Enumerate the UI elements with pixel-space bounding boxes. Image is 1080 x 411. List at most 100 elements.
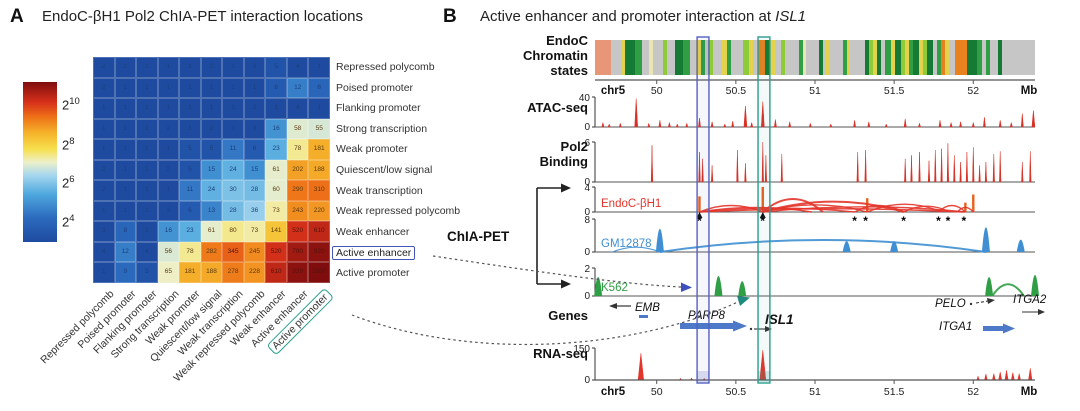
heatmap-row-label: Poised promoter	[336, 81, 414, 94]
heatmap-cell: 11	[222, 139, 244, 160]
heatmap-cell: 2	[157, 118, 180, 140]
track-label-chromatin-states: EndoC Chromatin states	[523, 33, 588, 78]
chromatin-state-segment	[901, 40, 905, 75]
chromatin-state-segment	[758, 40, 765, 75]
chromatin-state-segment	[905, 40, 909, 75]
gene-label-pelo: PELO	[935, 298, 966, 310]
panel-b-title: Active enhancer and promoter interaction…	[480, 8, 806, 25]
heatmap-row-label: Strong transcription	[336, 122, 428, 135]
chromatin-state-segment	[869, 40, 873, 75]
heatmap-cell: 16	[157, 221, 180, 242]
chia-pet-k562-label: K562	[601, 282, 628, 294]
heatmap-cell: 1	[222, 57, 244, 78]
gene-label-itga1: ITGA1	[939, 321, 972, 333]
heatmap-cell: 3	[243, 118, 266, 140]
gm12878-peaks	[842, 241, 851, 252]
heatmap-cell: 610	[308, 221, 330, 242]
chromatin-state-segment	[775, 40, 781, 75]
significant-interaction-asterisk: *	[852, 214, 857, 228]
k562-peaks	[985, 277, 994, 296]
heatmap-cell: 2	[157, 159, 180, 181]
heatmap-cell: 610	[265, 262, 287, 283]
heatmap-cell: 202	[286, 159, 309, 181]
gene-label-itga2: ITGA2	[1013, 294, 1047, 306]
chromatin-state-segment	[823, 40, 826, 75]
heatmap-cell: 245	[243, 241, 266, 263]
chia-pet-gm12878-label: GM12878	[601, 238, 652, 250]
heatmap-cell: 6	[243, 139, 266, 160]
track-label-atac-seq: ATAC-seq	[527, 100, 588, 115]
heatmap-cell: 5	[179, 159, 201, 181]
heatmap-cell: 1	[308, 98, 330, 119]
heatmap-cell: 23	[265, 139, 287, 160]
heatmap-cell: 920	[286, 262, 309, 283]
k562-peaks	[1031, 275, 1039, 296]
heatmap-cell: 24	[200, 180, 223, 201]
heatmap-cell: 1	[114, 77, 137, 99]
panel-b-title-text: Active enhancer and promoter interaction…	[480, 8, 776, 25]
heatmap-cell: 5	[136, 262, 158, 283]
svg-text:Mb: Mb	[1021, 386, 1038, 398]
heatmap-cell: 73	[243, 221, 266, 242]
heatmap-row-label: Active promoter	[336, 266, 410, 279]
heatmap-colorbar	[23, 82, 57, 242]
chromatin-state-segment	[721, 40, 727, 75]
heatmap-cell: 2	[93, 57, 115, 78]
heatmap-cell: 1	[179, 57, 201, 78]
endoc-interaction-arc	[903, 205, 950, 213]
heatmap-cell: 4	[136, 241, 158, 263]
svg-text:50: 50	[651, 386, 663, 398]
heatmap-cell: 1	[222, 77, 244, 99]
heatmap-cell: 345	[222, 241, 244, 263]
heatmap-cell: 1	[157, 180, 180, 201]
significant-interaction-asterisk: *	[863, 214, 868, 228]
heatmap-row-label: Active enhancer	[332, 246, 416, 261]
heatmap-cell: 1	[136, 221, 158, 242]
heatmap-cell: 1	[136, 118, 158, 140]
significant-interaction-asterisk: *	[901, 214, 906, 228]
heatmap-row-label: Repressed polycomb	[336, 61, 435, 74]
svg-text:50.5: 50.5	[726, 85, 747, 97]
heatmap-cell: 1500	[308, 262, 330, 283]
heatmap-cell: 1	[157, 57, 180, 78]
heatmap-cell: 1	[200, 77, 223, 99]
chromatin-state-segment	[986, 40, 990, 75]
track-label-chia-pet: ChIA-PET	[447, 229, 510, 244]
chromatin-state-segment	[625, 40, 635, 75]
chromatin-state-segment	[799, 40, 803, 75]
chromatin-state-segment	[765, 40, 770, 75]
chromatin-state-segment	[690, 40, 695, 75]
heatmap-cell: 1	[157, 98, 180, 119]
chromatin-state-segment	[945, 40, 949, 75]
chromatin-state-segment	[770, 40, 775, 75]
heatmap-cell: 188	[308, 159, 330, 181]
colorbar-tick: 26	[62, 174, 75, 191]
chromatin-state-segment	[781, 40, 785, 75]
heatmap-cell: 141	[265, 221, 287, 242]
chromatin-state-segment	[635, 40, 642, 75]
heatmap-cell: 11	[179, 180, 201, 201]
chromatin-state-segment	[977, 40, 982, 75]
significant-interaction-asterisk: *	[936, 214, 941, 228]
svg-text:0: 0	[584, 177, 590, 188]
k562-peaks	[714, 276, 723, 296]
heatmap-cell: 220	[308, 200, 330, 222]
heatmap-row-label: Weak promoter	[336, 143, 408, 156]
significant-interaction-asterisk: *	[760, 214, 765, 228]
colorbar-tick-labels: 210 28 26 24	[62, 82, 108, 242]
svg-text:51.5: 51.5	[884, 85, 905, 97]
endoc-interaction-arc	[699, 208, 964, 213]
heatmap-cell: 1	[136, 77, 158, 99]
heatmap-cell: 1	[114, 159, 137, 181]
heatmap-cell: 58	[286, 118, 309, 140]
heatmap-cell: 4	[286, 98, 309, 119]
chromatin-state-segment	[701, 40, 705, 75]
gm12878-peaks	[655, 228, 664, 252]
chromatin-state-segment	[847, 40, 850, 75]
heatmap-cell: 520	[265, 241, 287, 263]
chromatin-state-segment	[895, 40, 901, 75]
endoc-interaction-arc	[956, 206, 974, 213]
chromatin-state-segment	[705, 40, 708, 75]
svg-text:chr5: chr5	[601, 386, 626, 398]
heatmap-cell: 12	[114, 241, 137, 263]
